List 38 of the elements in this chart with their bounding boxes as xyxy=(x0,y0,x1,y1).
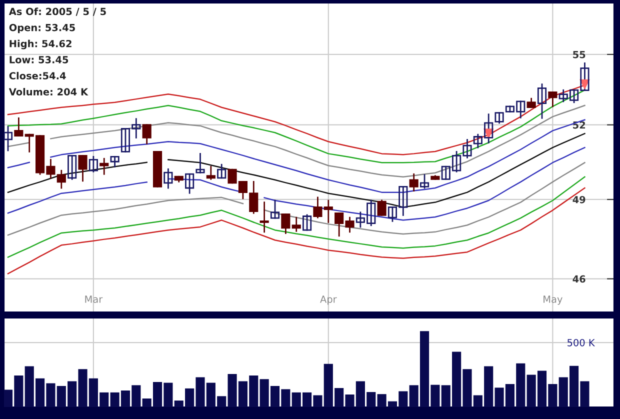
candlestick xyxy=(281,213,290,234)
candlestick xyxy=(260,202,269,233)
candlestick xyxy=(142,124,152,144)
y-tick-label: 49 xyxy=(572,196,586,204)
x-tick-label: Apr xyxy=(320,296,337,305)
candlestick xyxy=(377,200,386,216)
annotation: As Of: 2005 / 5 / 5 xyxy=(8,8,106,16)
x-tick-label: Mar xyxy=(85,296,103,303)
candlestick xyxy=(78,154,88,182)
annotation: Volume: 204 K xyxy=(8,88,88,96)
candlestick xyxy=(110,156,120,168)
candlestick xyxy=(420,174,430,189)
line-series xyxy=(7,187,586,274)
annotation: Open: 53.45 xyxy=(9,24,75,34)
annotation: High: 54.62 xyxy=(10,40,72,50)
candlestick xyxy=(196,152,205,174)
candlestick xyxy=(68,154,77,180)
candlestick xyxy=(270,200,280,219)
candlestick xyxy=(302,214,312,231)
candlestick xyxy=(4,126,13,152)
candlestick xyxy=(548,92,558,108)
candlestick xyxy=(14,117,24,136)
candlestick xyxy=(185,173,194,194)
candlestick xyxy=(292,216,301,232)
candlestick xyxy=(409,173,418,192)
line-series xyxy=(7,176,586,258)
candlestick xyxy=(88,156,98,172)
candlestick xyxy=(164,168,173,189)
y-tick-label: 46 xyxy=(572,275,586,283)
candlestick xyxy=(206,166,216,180)
x-tick-label: May xyxy=(544,296,562,305)
candlestick xyxy=(537,84,547,119)
candlestick xyxy=(100,158,109,175)
y-tick-label: 55 xyxy=(573,51,586,58)
candlestick xyxy=(217,164,226,179)
annotation: Close:54.4 xyxy=(9,72,66,80)
y-tick-label: 500 K xyxy=(568,338,596,346)
annotation: Low: 53.45 xyxy=(10,56,68,64)
